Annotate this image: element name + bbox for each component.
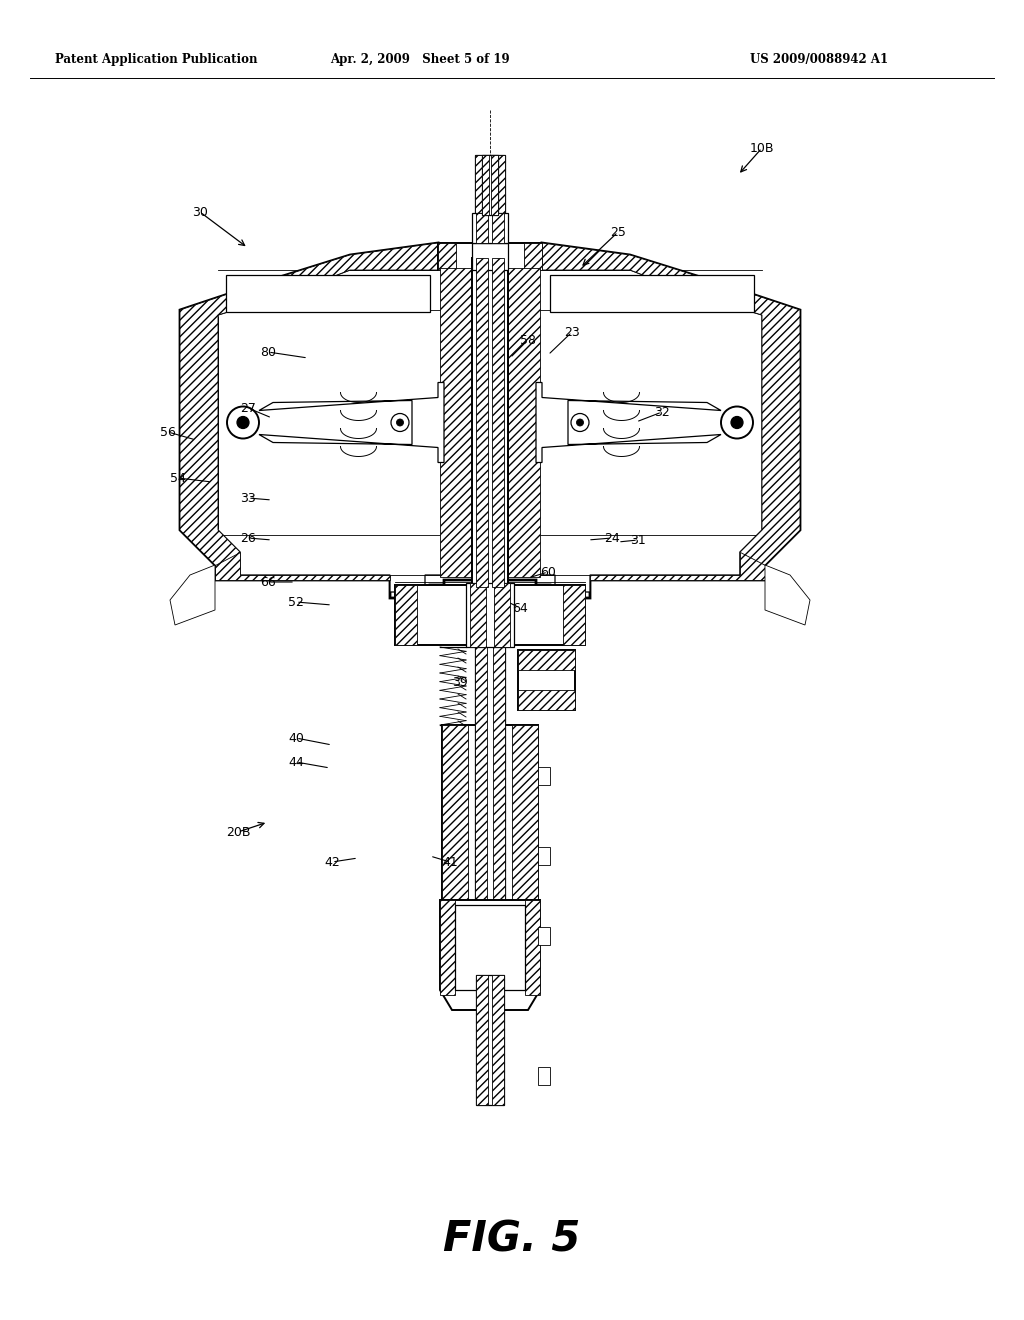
Bar [492,257,504,587]
Bar [525,900,540,995]
Circle shape [227,407,259,438]
Bar [395,585,417,645]
Polygon shape [180,243,438,576]
Bar [538,1067,550,1085]
Bar [538,847,550,865]
Bar [538,927,550,945]
Circle shape [391,413,409,432]
Circle shape [731,417,743,429]
Bar [440,900,455,995]
Bar [476,213,488,243]
Bar [455,906,525,990]
Polygon shape [765,565,810,624]
Text: 58: 58 [520,334,536,346]
Bar [438,243,456,271]
Bar [472,257,508,587]
Bar [563,585,585,645]
Bar [518,649,575,671]
Text: 10B: 10B [750,141,774,154]
Text: 52: 52 [288,595,304,609]
Text: 27: 27 [240,401,256,414]
Circle shape [396,418,403,426]
Text: 60: 60 [540,565,556,578]
Bar [493,154,505,1001]
Text: 32: 32 [654,405,670,418]
Bar [494,583,510,647]
Bar [472,213,508,243]
Bar [395,585,585,645]
Bar [512,725,538,920]
Bar [475,154,487,1001]
Polygon shape [180,243,800,598]
Bar [482,154,498,215]
Circle shape [577,418,584,426]
Text: 30: 30 [193,206,208,219]
Bar [440,268,472,577]
Bar [476,257,488,587]
Bar [550,275,754,312]
Text: 66: 66 [260,576,275,589]
Polygon shape [259,383,444,462]
Text: 25: 25 [610,226,626,239]
Text: 80: 80 [260,346,276,359]
Text: 40: 40 [288,731,304,744]
Bar [476,975,504,1105]
Bar [470,583,486,647]
Circle shape [571,413,589,432]
Text: US 2009/0088942 A1: US 2009/0088942 A1 [750,54,888,66]
Text: Apr. 2, 2009   Sheet 5 of 19: Apr. 2, 2009 Sheet 5 of 19 [330,54,510,66]
Bar [518,690,575,710]
Bar [442,725,468,920]
Bar [490,154,498,215]
Bar [472,243,508,271]
Text: 42: 42 [325,855,340,869]
Circle shape [721,407,753,438]
Bar [518,649,575,710]
Polygon shape [218,271,762,591]
Text: 26: 26 [240,532,256,544]
Polygon shape [542,243,800,576]
Bar [466,583,514,647]
Bar [476,975,488,1105]
Text: 33: 33 [240,491,256,504]
Bar [492,213,504,243]
Circle shape [237,417,249,429]
Polygon shape [536,383,721,462]
Text: FIG. 5: FIG. 5 [443,1218,581,1261]
Text: 20B: 20B [225,825,250,838]
Text: 64: 64 [512,602,528,615]
Bar [442,725,538,920]
Polygon shape [170,565,215,624]
Bar [482,154,489,215]
Text: 44: 44 [288,755,304,768]
Text: 23: 23 [564,326,580,338]
Text: 39: 39 [453,676,468,689]
Text: 24: 24 [604,532,620,544]
Bar [475,154,505,1001]
Bar [508,268,540,577]
Text: Patent Application Publication: Patent Application Publication [55,54,257,66]
Text: 31: 31 [630,533,646,546]
Polygon shape [440,900,540,1010]
Bar [480,1010,500,1065]
Bar [524,243,542,271]
Bar [538,767,550,785]
Bar [226,275,430,312]
Polygon shape [590,552,765,579]
Text: 41: 41 [442,855,458,869]
Text: 54: 54 [170,471,186,484]
Bar [492,975,504,1105]
Text: 56: 56 [160,425,176,438]
Bar [438,243,542,271]
Polygon shape [215,552,390,579]
